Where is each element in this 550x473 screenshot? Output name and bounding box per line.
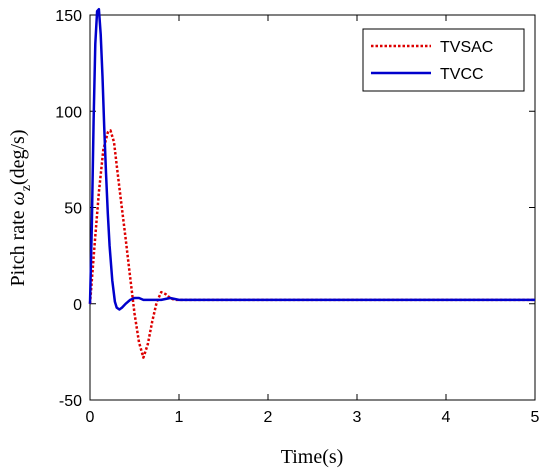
x-axis-ticks: 0 1 2 3 4 5 [86,15,540,426]
y-axis-title-main: Pitch rate [7,205,29,286]
legend-label-tvcc: TVCC [440,66,484,83]
series-line-tvcc [88,7,535,311]
x-tick-label-4: 4 [442,409,451,426]
y-axis-title-unit: (deg/s) [7,130,29,186]
series-line-tvsac [88,129,535,359]
y-tick-label-50: 50 [64,201,82,218]
legend-box [362,28,525,92]
legend-label-tvsac: TVSAC [440,39,493,56]
y-tick-label-150: 150 [55,8,82,25]
y-tick-label-100: 100 [55,104,82,121]
x-tick-label-1: 1 [175,409,184,426]
y-axis-title: Pitch rate ωz(deg/s) [7,130,34,287]
x-tick-label-2: 2 [264,409,273,426]
legend: TVSAC TVCC [362,28,525,92]
series-layer [88,7,535,359]
y-axis-ticks: -50 0 50 100 150 [55,8,535,410]
y-axis-title-subscript: z [19,185,34,191]
x-tick-label-0: 0 [86,409,95,426]
x-tick-label-5: 5 [531,409,540,426]
y-tick-label--50: -50 [59,393,82,410]
y-tick-label-0: 0 [73,297,82,314]
x-tick-label-3: 3 [353,409,362,426]
y-axis-title-symbol: ω [7,191,29,205]
x-axis-title: Time(s) [281,446,344,468]
